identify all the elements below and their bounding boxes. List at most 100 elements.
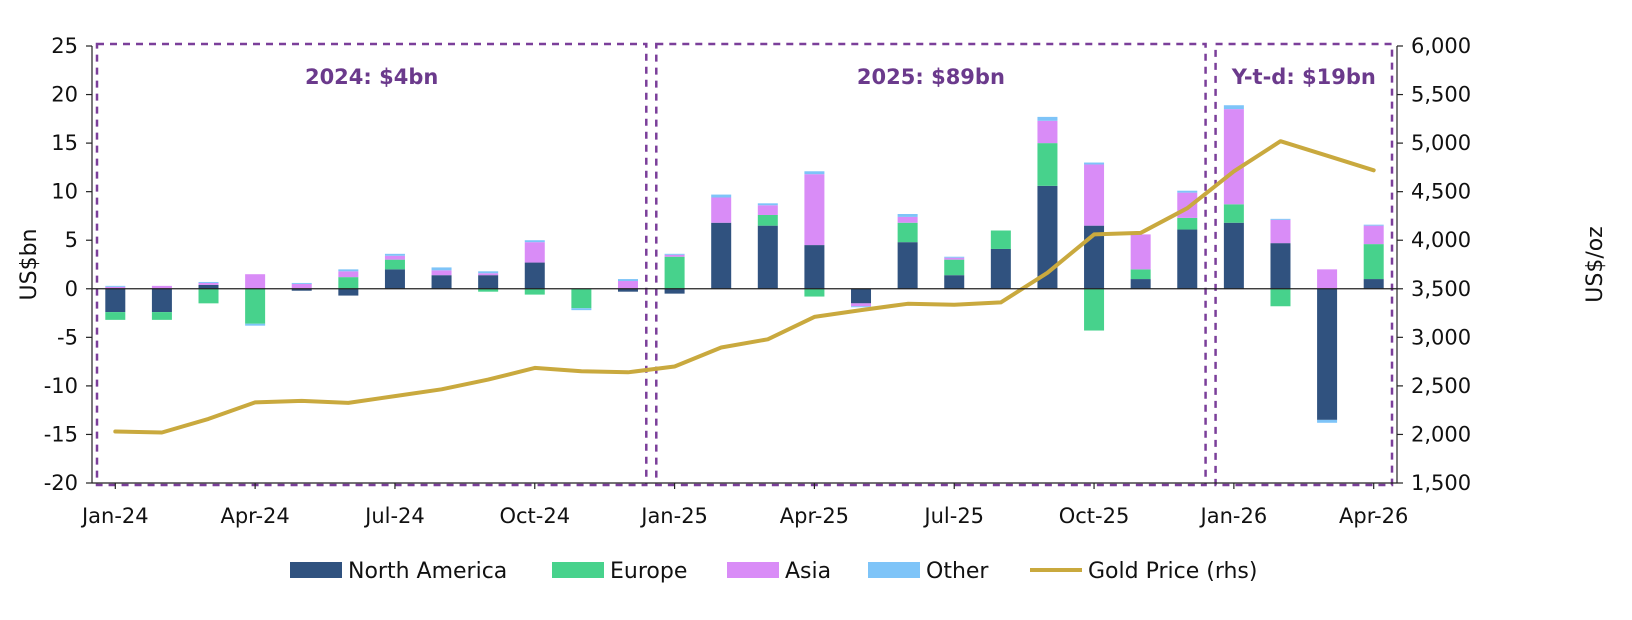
bar-europe [757, 214, 778, 226]
legend-label-asia: Asia [785, 559, 831, 584]
x-tick-label: Jan-24 [80, 504, 149, 528]
bar-other [431, 267, 452, 271]
legend-swatch-asia [727, 562, 779, 578]
y-right-tick-label: 4,000 [1411, 228, 1471, 252]
bar-asia [245, 274, 266, 289]
bar-europe [990, 230, 1011, 249]
bar-north-america [431, 275, 452, 289]
bar-asia [151, 285, 172, 289]
bar-europe [198, 288, 219, 304]
y-left-tick-label: 20 [51, 83, 78, 107]
bar-asia [711, 197, 732, 223]
legend-swatch-other [868, 562, 920, 578]
gold-price-line-group [113, 139, 1376, 435]
y-right-tick-label: 1,500 [1411, 471, 1471, 495]
annotation-label: 2024: $4bn [305, 65, 438, 89]
bar-europe [664, 256, 685, 289]
y-right-tick-label: 4,500 [1411, 180, 1471, 204]
bar-north-america [1363, 279, 1384, 289]
bar-other [1270, 218, 1291, 220]
bar-other [617, 279, 638, 282]
bar-other [384, 253, 405, 256]
bar-other [664, 253, 685, 255]
bar-europe [105, 312, 126, 320]
y-axis-left-title: US$bn [17, 229, 42, 301]
legend-label-europe: Europe [610, 559, 687, 584]
bar-europe [151, 312, 172, 320]
bar-asia [1317, 269, 1338, 289]
bar-europe [245, 288, 266, 324]
bar-asia [757, 205, 778, 215]
bar-asia [384, 255, 405, 260]
x-tick-label: Apr-25 [780, 504, 849, 528]
y-axis-right-title: US$/oz [1583, 226, 1608, 302]
bar-north-america [151, 288, 172, 313]
x-tick-label: Jul-24 [363, 504, 425, 528]
gold-price-line [113, 139, 1376, 435]
bar-asia [338, 271, 359, 278]
bar-north-america [198, 284, 219, 289]
bar-europe [478, 288, 499, 292]
bar-north-america [1177, 229, 1198, 289]
bar-other [291, 282, 312, 284]
period-annotation-labels: 2024: $4bn 2025: $89bn Y-t-d: $19bn [305, 65, 1376, 89]
bar-europe [384, 259, 405, 270]
bar-other [1363, 224, 1384, 226]
bar-europe [338, 277, 359, 289]
y-left-tick-label: 5 [65, 228, 78, 252]
x-tick-label: Oct-24 [499, 504, 570, 528]
annotation-label: 2025: $89bn [857, 65, 1005, 89]
bar-north-america [338, 288, 359, 296]
y-right-tick-label: 2,000 [1411, 422, 1471, 446]
bar-europe [1270, 288, 1291, 307]
legend-label-north-america: North America [348, 559, 507, 584]
bar-europe [1177, 217, 1198, 230]
bar-asia [1270, 219, 1291, 244]
bar-other [571, 308, 592, 311]
legend-label-gold-price-rhs: Gold Price (rhs) [1088, 559, 1257, 584]
bar-other [851, 306, 872, 308]
bar-north-america [1270, 243, 1291, 289]
bar-asia [198, 282, 219, 285]
x-tick-label: Apr-26 [1339, 504, 1408, 528]
bar-north-america [1084, 225, 1105, 289]
bar-other [1177, 190, 1198, 193]
bar-europe [1363, 244, 1384, 280]
bar-other [1037, 116, 1058, 121]
x-tick-label: Oct-25 [1059, 504, 1130, 528]
bar-other [524, 240, 545, 243]
bar-other [1317, 419, 1338, 423]
stacked-bars [105, 105, 1384, 423]
bar-other [804, 171, 825, 175]
y-left-tick-label: -5 [57, 325, 78, 349]
bar-asia [851, 303, 872, 307]
bar-north-america [990, 248, 1011, 289]
bar-other [711, 194, 732, 198]
bar-north-america [291, 288, 312, 291]
bar-europe [1084, 288, 1105, 331]
bar-other [198, 281, 219, 283]
y-left-tick-label: 25 [51, 34, 78, 58]
bar-asia [1363, 225, 1384, 245]
bar-europe [804, 288, 825, 297]
legend-swatch-north-america [290, 562, 342, 578]
bar-north-america [478, 275, 499, 289]
legend-label-other: Other [926, 559, 989, 584]
bar-north-america [804, 245, 825, 289]
y-right-tick-label: 3,500 [1411, 277, 1471, 301]
bar-north-america [711, 222, 732, 289]
bar-europe [571, 288, 592, 309]
y-right-tick-label: 5,000 [1411, 131, 1471, 155]
bar-asia [617, 281, 638, 289]
annotation-box [655, 42, 1207, 487]
bar-north-america [757, 225, 778, 289]
y-right-tick-label: 6,000 [1411, 34, 1471, 58]
x-tick-label: Jan-25 [639, 504, 708, 528]
bar-other [105, 285, 126, 287]
legend-swatch-europe [552, 562, 604, 578]
y-right-tick-label: 2,500 [1411, 374, 1471, 398]
bar-asia [897, 216, 918, 223]
bar-north-america [897, 242, 918, 289]
bar-europe [944, 259, 965, 276]
